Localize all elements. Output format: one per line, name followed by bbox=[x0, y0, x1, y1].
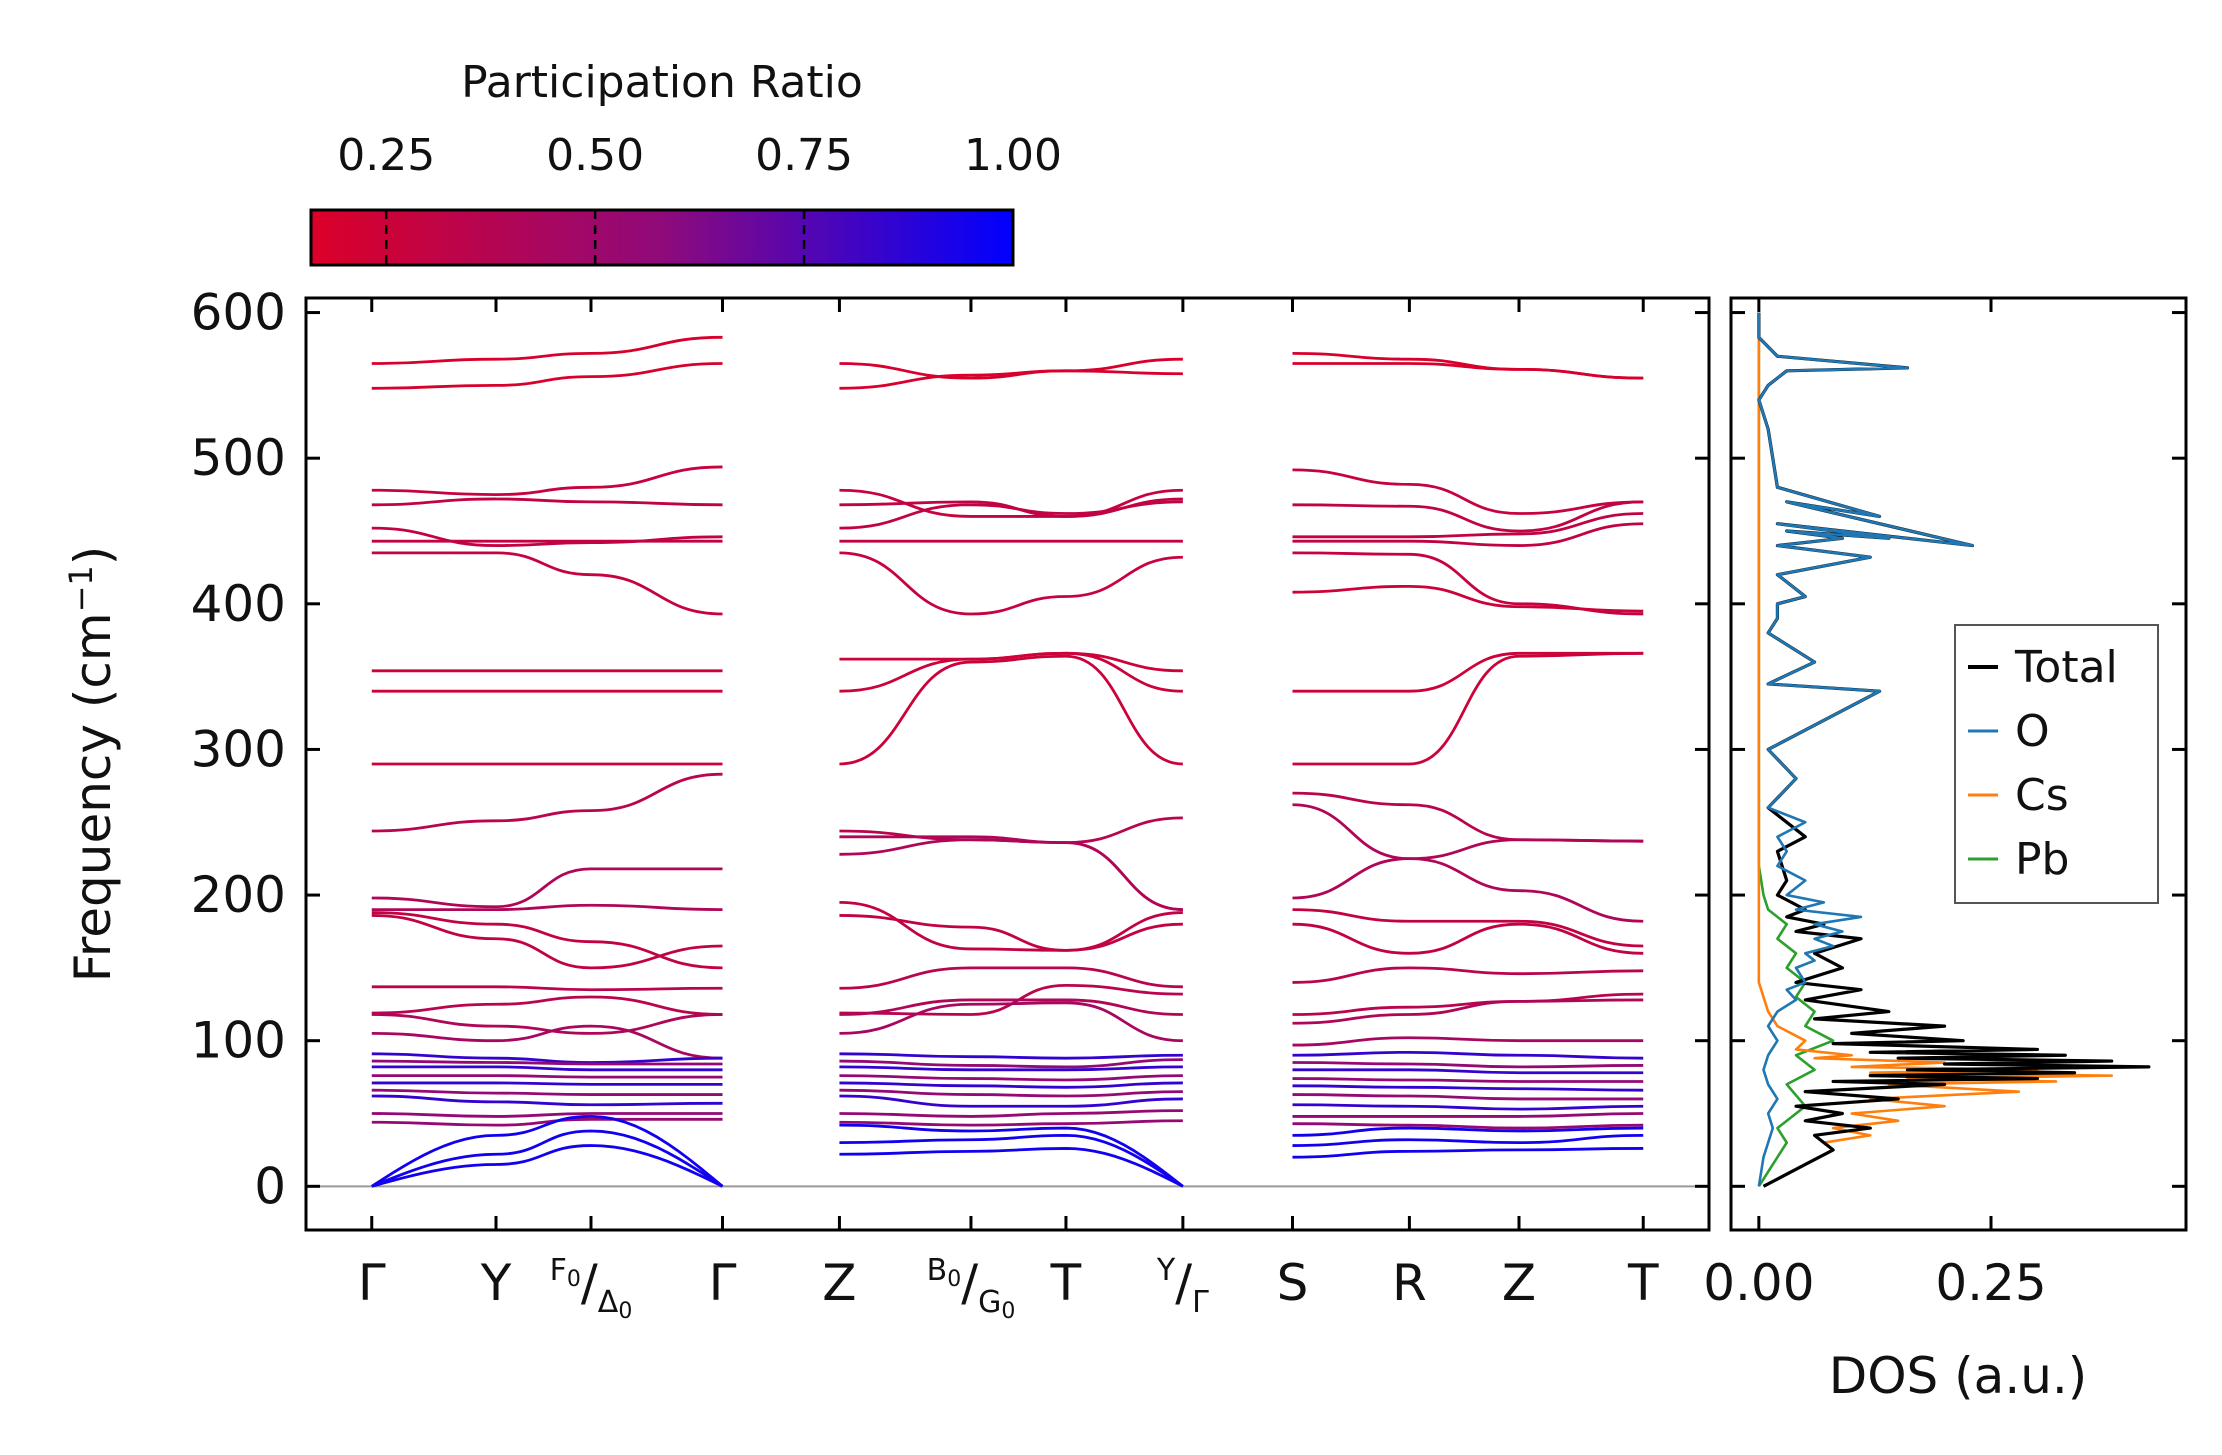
band-opt-9 bbox=[371, 651, 1644, 693]
y-axis-label-unit: −1 bbox=[62, 565, 100, 612]
band-low-9 bbox=[371, 1117, 1644, 1130]
legend-label: Cs bbox=[2015, 770, 2069, 821]
y-tick-label: 300 bbox=[191, 720, 286, 778]
high-symmetry-label: Y bbox=[480, 1254, 512, 1312]
band-opt-14 bbox=[371, 900, 1644, 970]
y-tick-label: 400 bbox=[191, 575, 286, 633]
band-opt-12 bbox=[371, 803, 1644, 912]
y-tick-label: 100 bbox=[191, 1012, 286, 1070]
high-symmetry-label: B0/G0 bbox=[927, 1253, 1016, 1324]
y-tick-label: 0 bbox=[254, 1157, 286, 1215]
band-opt-3 bbox=[371, 465, 1644, 518]
band-low-4 bbox=[371, 1074, 1644, 1083]
dos-legend: Total O Cs Pb bbox=[1954, 624, 2159, 904]
dos-x-tick-label: 0.25 bbox=[1935, 1254, 2046, 1312]
band-low-5 bbox=[371, 1081, 1644, 1092]
band-lines bbox=[371, 335, 1644, 1188]
dos-plot-frame bbox=[1729, 296, 2188, 1232]
colorbar-tick-label: 1.00 bbox=[964, 130, 1062, 181]
band-plot-frame bbox=[304, 296, 1711, 1232]
band-opt-6 bbox=[371, 522, 1644, 547]
band-opt-10 bbox=[371, 651, 1644, 766]
legend-items: Total O Cs Pb bbox=[1968, 642, 2118, 885]
dos-panel bbox=[1729, 296, 2188, 1232]
dos-axis-label: DOS (a.u.) bbox=[1829, 1347, 2088, 1405]
band-opt-4 bbox=[371, 497, 1644, 533]
band-low-8 bbox=[371, 1109, 1644, 1118]
dos-lines bbox=[1757, 312, 2151, 1188]
colorbar-ticks bbox=[384, 210, 806, 265]
colorbar bbox=[309, 208, 1015, 267]
high-symmetry-label: Z bbox=[1502, 1254, 1536, 1312]
colorbar-tick-labels: 0.25 0.50 0.75 1.00 bbox=[337, 130, 1062, 181]
high-symmetry-label: Γ bbox=[709, 1254, 737, 1312]
colorbar-tick-label: 0.25 bbox=[337, 130, 435, 181]
legend-label: O bbox=[2015, 706, 2050, 757]
band-low-7 bbox=[371, 1094, 1644, 1111]
y-tick-label: 600 bbox=[191, 284, 286, 342]
band-ac-3 bbox=[371, 1144, 1644, 1188]
band-ac-1 bbox=[371, 1115, 1644, 1188]
high-symmetry-labels: Γ Y F0/Δ0 Γ Z B0/G0 T Y/Γ S R Z T bbox=[358, 1253, 1659, 1324]
band-low-1 bbox=[371, 1050, 1644, 1064]
dos-x-tick-label: 0.00 bbox=[1703, 1254, 1814, 1312]
high-symmetry-label: F0/Δ0 bbox=[550, 1253, 633, 1324]
dos-tick-labels: 0.00 0.25 bbox=[1703, 1254, 2046, 1312]
band-opt-18 bbox=[371, 998, 1644, 1035]
dos-series-o bbox=[1757, 312, 1974, 1187]
y-axis-label: Frequency (cm−1) bbox=[62, 546, 122, 983]
band-axis-ticks bbox=[306, 298, 1709, 1230]
y-axis-label-close: ) bbox=[64, 546, 122, 566]
dos-series-pb bbox=[1757, 312, 1835, 1188]
high-symmetry-label: Γ bbox=[358, 1254, 386, 1312]
band-opt-5 bbox=[371, 500, 1644, 547]
high-symmetry-label: T bbox=[1627, 1254, 1659, 1312]
colorbar-label: Participation Ratio bbox=[461, 57, 863, 108]
colorbar-tick-label: 0.50 bbox=[546, 130, 644, 181]
high-symmetry-label: T bbox=[1050, 1254, 1082, 1312]
band-opt-11 bbox=[371, 772, 1644, 845]
band-opt-1 bbox=[371, 335, 1644, 380]
band-low-3 bbox=[371, 1065, 1644, 1075]
high-symmetry-label: Z bbox=[822, 1254, 856, 1312]
band-structure-panel bbox=[304, 296, 1711, 1232]
legend-frame bbox=[1954, 624, 2159, 904]
colorbar-tick-label: 0.75 bbox=[755, 130, 853, 181]
high-symmetry-label: S bbox=[1277, 1254, 1309, 1312]
legend-label: Pb bbox=[2015, 834, 2069, 885]
high-symmetry-label: R bbox=[1392, 1254, 1427, 1312]
band-opt-2 bbox=[371, 357, 1644, 390]
band-low-2 bbox=[371, 1058, 1644, 1069]
y-tick-label: 200 bbox=[191, 866, 286, 924]
band-opt-16 bbox=[371, 966, 1644, 992]
frequency-tick-labels: 0 100 200 300 400 500 600 bbox=[191, 284, 286, 1216]
y-tick-label: 500 bbox=[191, 429, 286, 487]
dos-axis-ticks bbox=[1731, 298, 2186, 1230]
legend-label: Total bbox=[2014, 642, 2118, 693]
band-ac-2 bbox=[371, 1129, 1644, 1188]
high-symmetry-label: Y/Γ bbox=[1156, 1253, 1209, 1320]
band-opt-15 bbox=[371, 914, 1644, 970]
band-opt-7 bbox=[371, 551, 1644, 616]
y-axis-label-text: Frequency (cm bbox=[64, 612, 122, 982]
band-opt-19 bbox=[371, 1001, 1644, 1060]
band-low-6 bbox=[371, 1088, 1644, 1101]
band-opt-13 bbox=[371, 838, 1644, 923]
